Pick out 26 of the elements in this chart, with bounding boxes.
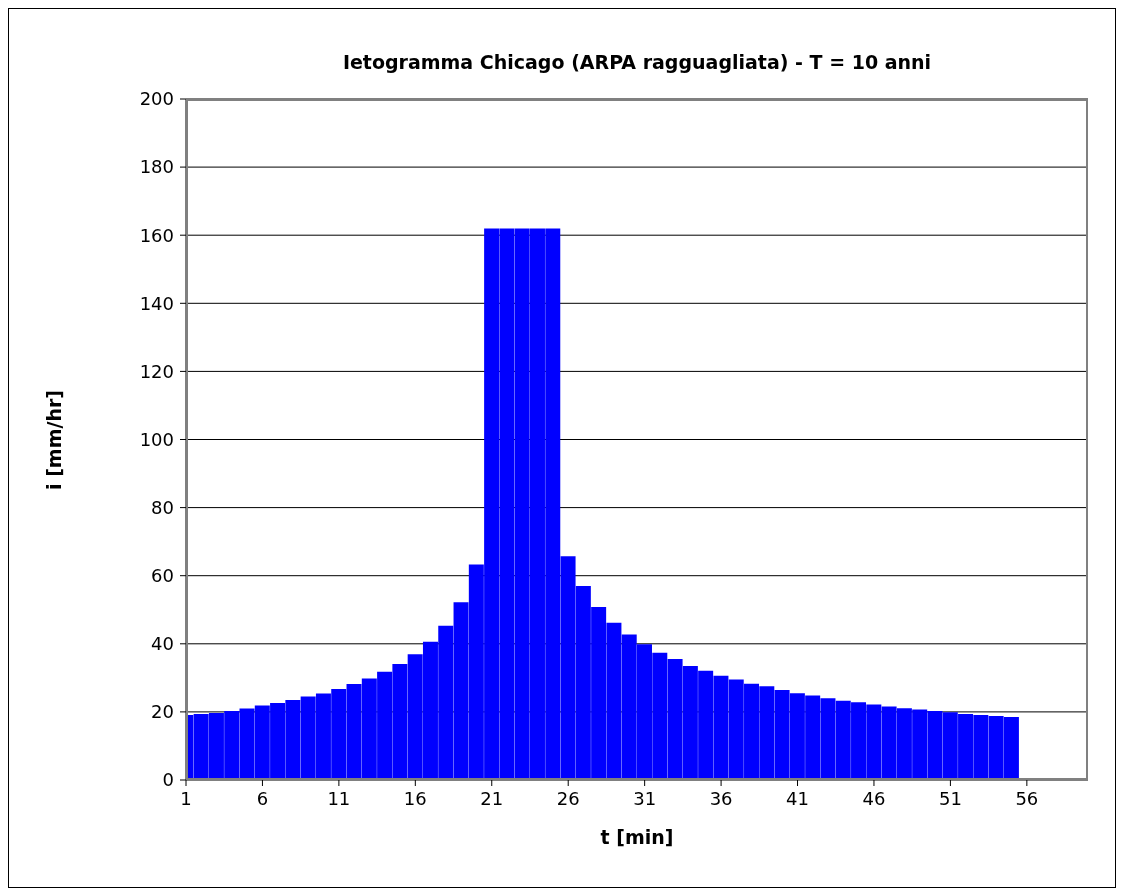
y-tick-label: 40 [151, 633, 174, 655]
x-tick-label: 6 [256, 787, 269, 809]
x-tick-label: 1 [180, 787, 192, 809]
y-tick-label: 180 [139, 156, 174, 178]
y-tick-label: 60 [151, 565, 174, 587]
y-tick-label: 20 [151, 701, 174, 723]
x-tick-label: 26 [556, 787, 580, 809]
x-tick-label: 41 [786, 787, 809, 809]
y-tick-label: 160 [139, 224, 174, 246]
x-tick-label: 51 [938, 787, 962, 809]
x-axis-title: t [min] [599, 826, 675, 848]
y-axis-title: i [mm/hr] [43, 389, 65, 490]
x-tick-label: 31 [633, 787, 657, 809]
x-tick-label: 16 [403, 787, 427, 809]
y-tick-label: 80 [151, 496, 174, 518]
chart-title: Ietogramma Chicago (ARPA ragguagliata) - T = 10 anni [341, 51, 933, 73]
x-tick-label: 56 [1015, 787, 1039, 809]
y-tick-label: 100 [139, 428, 174, 450]
y-tick-label: 120 [139, 360, 174, 382]
x-tick-label: 21 [480, 787, 504, 809]
y-tick-label: 200 [139, 88, 174, 110]
x-tick-label: 11 [327, 787, 351, 809]
y-tick-label: 140 [139, 292, 174, 314]
x-tick-label: 36 [709, 787, 733, 809]
x-tick-label: 46 [862, 787, 886, 809]
y-tick-label: 0 [162, 769, 174, 791]
